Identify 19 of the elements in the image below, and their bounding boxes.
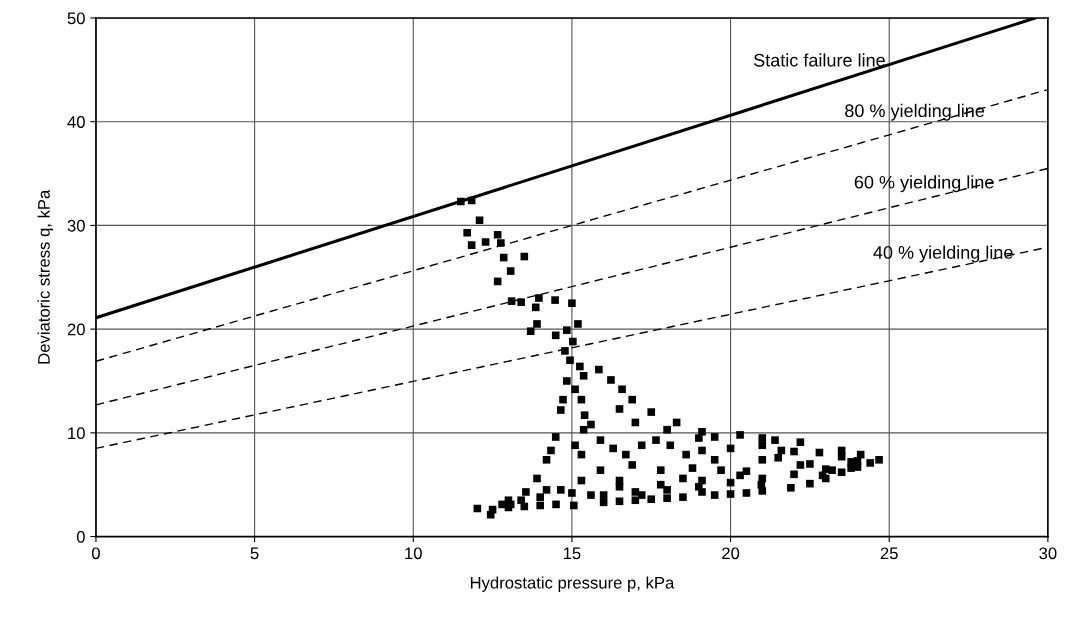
y-tick-label: 20	[67, 323, 85, 336]
x-tick-label: 5	[250, 547, 259, 560]
y-tick-label: 40	[67, 116, 85, 128]
series-label: 80 % yielding line	[845, 103, 985, 121]
series-label: Static failure line	[754, 53, 885, 67]
x-tick-label: 15	[563, 547, 581, 560]
x-tick-label: 20	[722, 547, 740, 560]
x-tick-label: 30	[1039, 547, 1057, 560]
x-tick-label: 25	[880, 547, 898, 560]
y-axis-title: Deviatoric stress q, kPa	[37, 189, 54, 364]
y-tick-label: 50	[67, 12, 85, 25]
series-label: 60 % yielding line	[854, 175, 994, 193]
y-tick-label: 30	[67, 219, 85, 232]
y-tick-label: 10	[68, 427, 85, 440]
x-tick-label: 10	[405, 547, 422, 560]
x-axis-title: Hydrostatic pressure p, kPa	[470, 576, 675, 592]
series-label: 40 % yielding line	[873, 245, 1013, 263]
y-tick-label: 0	[76, 530, 85, 543]
x-tick-label: 0	[91, 547, 100, 560]
